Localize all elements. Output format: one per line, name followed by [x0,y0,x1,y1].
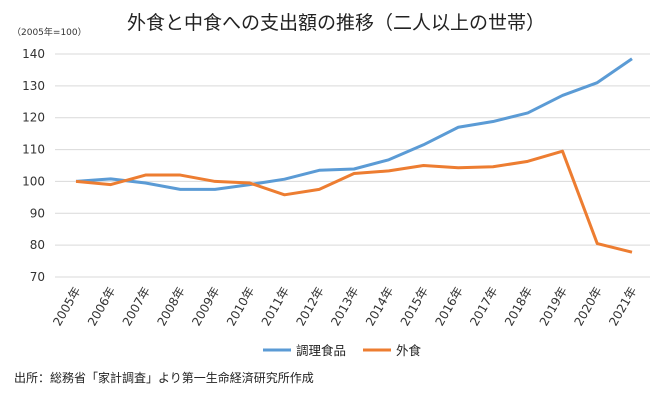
x-tick-label: 2012年 [293,285,326,329]
x-tick-label: 2016年 [432,285,465,329]
x-tick-label: 2010年 [224,285,257,329]
x-tick-label: 2006年 [85,285,118,329]
legend-label: 外食 [396,343,422,358]
x-tick-label: 2019年 [537,285,570,329]
x-tick-label: 2014年 [363,285,396,329]
y-tick-label: 130 [22,79,45,93]
series-line-eating-out [75,149,633,254]
x-tick-label: 2015年 [398,285,431,329]
x-tick-label: 2005年 [50,285,83,329]
x-tick-label: 2011年 [259,285,292,329]
y-tick-label: 120 [22,111,45,125]
y-axis-unit-label: （2005年=100） [12,28,87,38]
series-line-prepared-food [75,57,633,191]
x-tick-label: 2021年 [606,285,639,329]
source-note: 出所：総務省「家計調査」より第一生命経済研究所作成 [14,371,314,385]
x-tick-label: 2007年 [120,285,153,329]
x-tick-label: 2017年 [467,285,500,329]
x-tick-label: 2008年 [154,285,187,329]
legend-label: 調理食品 [296,343,346,358]
y-tick-label: 110 [22,143,45,157]
x-tick-label: 2009年 [189,285,222,329]
y-tick-label: 90 [30,206,45,220]
y-tick-label: 80 [30,238,45,252]
y-tick-label: 70 [30,270,45,284]
y-tick-label: 100 [22,174,45,188]
chart-title: 外食と中食への支出額の推移（二人以上の世帯） [126,12,545,34]
x-tick-label: 2013年 [328,285,361,329]
y-tick-label: 140 [22,47,45,61]
x-tick-label: 2020年 [571,285,604,329]
x-tick-label: 2018年 [502,285,535,329]
